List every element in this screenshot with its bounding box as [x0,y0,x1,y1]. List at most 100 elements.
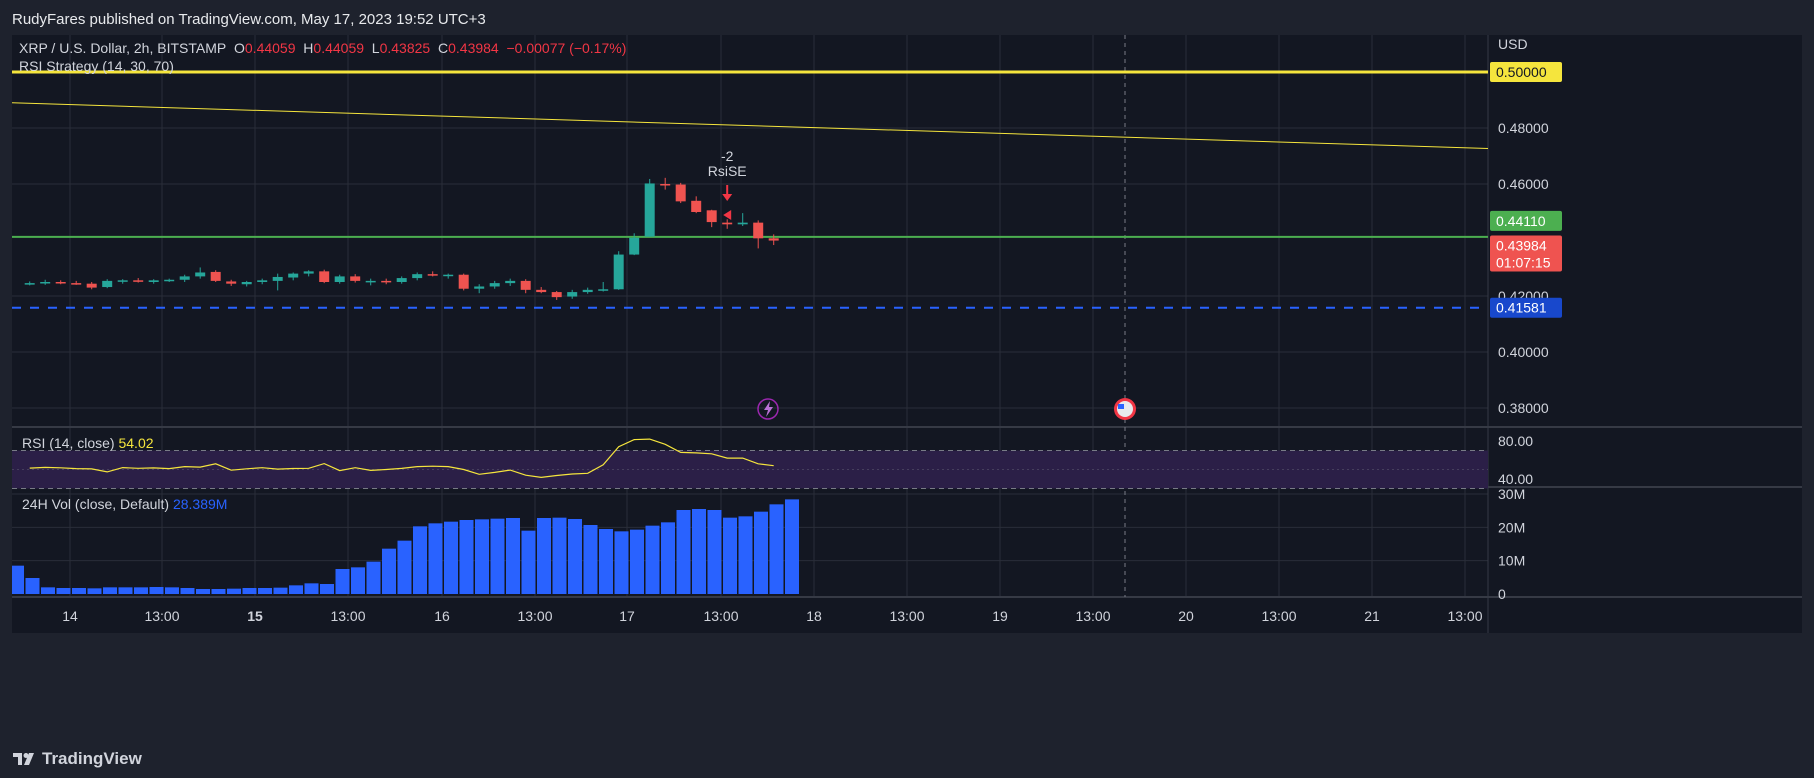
axis-background [1488,35,1802,633]
volume-label: 24H Vol (close, Default) [22,496,170,512]
volume-bar [475,519,489,594]
bottom-strip [12,633,1802,733]
publish-info: RudyFares published on TradingView.com, … [12,11,486,28]
time-axis[interactable]: 14 13:00 15 13:00 16 13:00 17 13:00 18 13:00 19 13:… [62,608,1483,624]
rsi-tick-label: 40.00 [1498,471,1533,487]
candle-body [505,280,516,284]
candle-body [474,286,485,289]
time-tick-label: 13:00 [517,608,552,624]
last-price-tag-bg [1490,235,1562,272]
candle-body [319,271,330,282]
price-tick-label: 0.40000 [1498,344,1549,360]
candle-body [458,274,469,289]
close-value: 0.43984 [448,40,499,56]
volume-bar [366,561,381,594]
volume-bar [676,510,691,594]
candle-body [582,289,593,293]
close-label: C [437,40,449,56]
candle-body [164,279,175,282]
candle-body [613,254,624,290]
price-tick-label: 0.46000 [1498,176,1549,192]
candle-body [551,292,562,298]
candle-body [117,280,128,282]
candle-body [412,274,423,279]
candle-body [303,271,314,274]
rsi-band [12,450,1488,489]
volume-bar [242,588,257,594]
entry-marker-icon [723,210,732,220]
time-tick-label: 17 [619,608,635,624]
high-label: H [303,40,314,56]
volume-bar [521,530,536,594]
volume-bar [537,518,551,594]
volume-bar [769,504,784,594]
candle-body [443,274,454,277]
price-axis-currency: USD [1498,36,1528,52]
rsi-label: RSI (14, close) [22,435,115,451]
candle-body [102,280,113,288]
volume-bar [754,511,768,594]
chart-canvas[interactable]: USD0.480000.460000.420000.400000.380000.… [12,35,1802,733]
volume-series [12,499,799,594]
time-tick-label: 13:00 [144,608,179,624]
volume-bar [320,584,334,594]
strategy-legend[interactable]: RSI Strategy (14, 30, 70) [19,58,174,74]
candle-body [567,292,578,297]
rsi-legend[interactable]: RSI (14, close) 54.02 [22,435,154,451]
price-tick-label: 0.48000 [1498,120,1549,136]
candle-body [489,283,500,287]
volume-legend[interactable]: 24H Vol (close, Default) 28.389M [22,496,227,512]
signal-label-bottom: RsiSE [708,163,747,179]
low-label: L [371,40,380,56]
price-tag-yellow: 0.50000 [1496,64,1547,80]
volume-bar [304,583,319,594]
volume-bar [397,540,412,594]
volume-bar [196,589,210,594]
volume-bar [258,588,272,594]
volume-bar [707,510,722,594]
countdown-tag: 01:07:15 [1496,254,1551,270]
volume-tick-label: 10M [1498,553,1525,569]
volume-bar [614,531,629,594]
price-axis[interactable]: USD0.480000.460000.420000.400000.380000.… [1490,36,1562,602]
time-tick-label: 16 [434,608,450,624]
volume-bar [289,585,303,594]
volume-bar [692,509,706,594]
time-tick-label: 14 [62,608,78,624]
candle-body [753,222,764,239]
price-tag-green: 0.44110 [1496,213,1546,229]
volume-bar [180,588,195,594]
volume-bar [630,529,644,594]
volume-bar [785,499,799,594]
rsi-line [29,438,774,479]
candle-body [691,200,702,212]
candle-body [241,282,252,285]
candle-body [148,280,159,282]
volume-bar [118,587,133,594]
candle-body [365,280,376,283]
price-legend[interactable]: XRP / U.S. Dollar, 2h, BITSTAMP O0.44059… [19,40,626,56]
volume-bar [41,587,55,594]
open-label: O [234,40,245,56]
volume-bar [351,567,365,594]
candle-body [737,222,748,225]
volume-bar [382,548,396,594]
strategy-label: RSI Strategy (14, 30, 70) [19,58,174,74]
grid-lines [12,35,1802,733]
rsi-band-fill [12,450,1488,489]
volume-bar [506,518,520,594]
rsi-tick-label: 80.00 [1498,433,1533,449]
last-price-tag: 0.43984 [1496,237,1547,253]
volume-bar [165,587,179,594]
publish-header: RudyFares published on TradingView.com, … [0,0,1814,38]
flag-canton [1118,404,1124,409]
lightning-icon [764,401,773,417]
candle-body [133,280,144,282]
candle-body [660,184,671,186]
trendline [12,102,1489,149]
high-value: 0.44059 [313,40,365,56]
footer-brand: TradingView [42,749,142,768]
time-tick-label: 18 [806,608,822,624]
volume-bar [661,522,675,594]
candle-body [722,222,733,225]
